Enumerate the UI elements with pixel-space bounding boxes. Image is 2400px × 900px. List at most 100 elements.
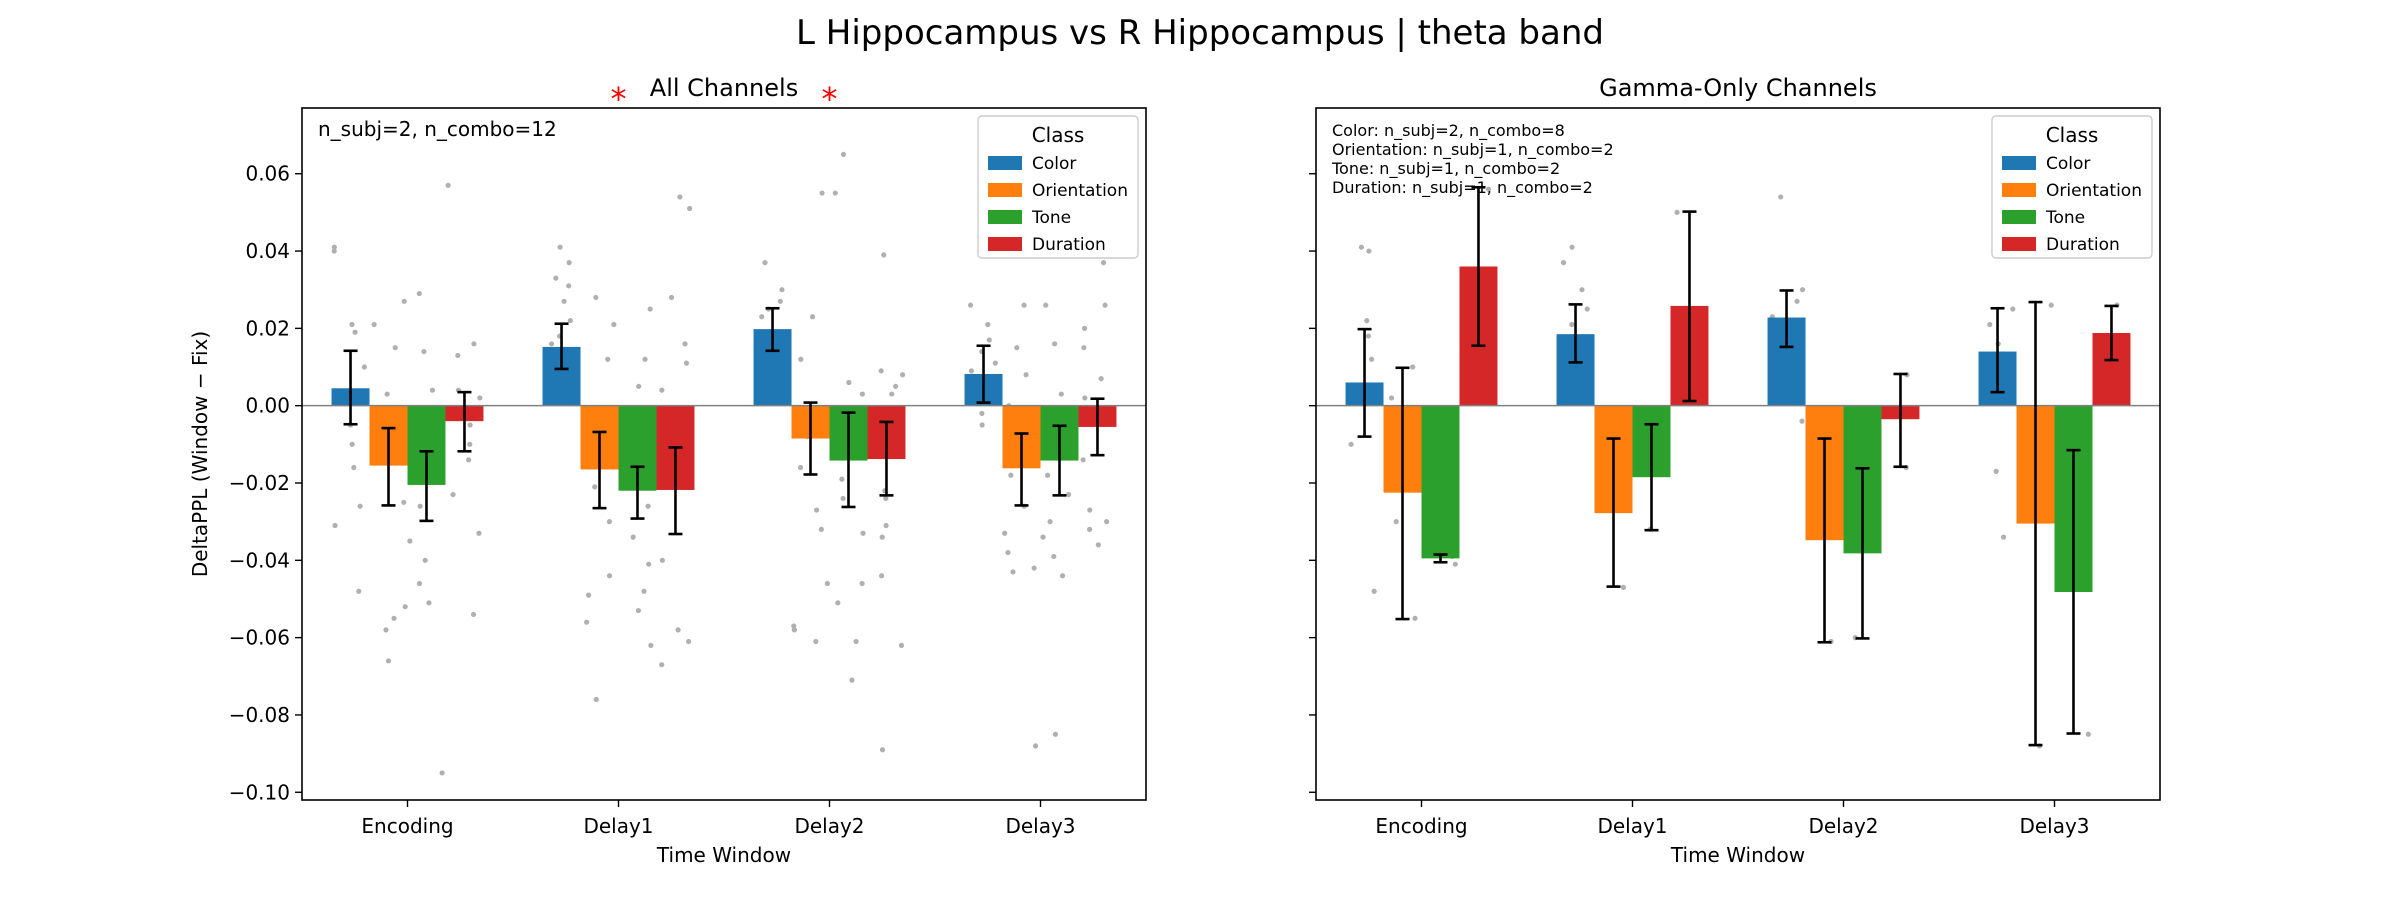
data-point xyxy=(422,557,428,563)
legend-swatch-color xyxy=(2002,156,2036,170)
error-bar-orientation-delay3 xyxy=(2028,300,2043,747)
x-tick-label-delay2: Delay2 xyxy=(794,814,864,838)
data-point xyxy=(385,658,392,664)
data-point xyxy=(899,372,906,378)
data-point xyxy=(401,298,407,304)
legend-swatch-orientation xyxy=(2002,183,2036,197)
data-point xyxy=(636,383,642,389)
data-point xyxy=(1584,306,1590,312)
data-point xyxy=(759,314,765,320)
data-point xyxy=(2085,731,2091,737)
data-point xyxy=(979,410,985,417)
data-point xyxy=(1620,584,1626,590)
data-point xyxy=(1080,457,1086,463)
data-point xyxy=(659,662,665,668)
data-point xyxy=(592,484,598,490)
data-point xyxy=(416,580,423,587)
annotation-text: Duration: n_subj=1, n_combo=2 xyxy=(1332,178,1593,198)
data-point xyxy=(1081,345,1087,351)
data-point xyxy=(1031,565,1037,571)
legend-title: Class xyxy=(1032,123,1085,147)
data-point xyxy=(351,464,357,471)
data-point xyxy=(1366,248,1372,254)
data-point xyxy=(402,604,408,610)
chart-gamma-only-channels: Encoding Delay1 Delay2 Delay3 Time Window Gam… xyxy=(1309,74,2161,867)
data-point xyxy=(611,321,617,328)
data-point xyxy=(384,391,390,397)
x-tick-label-delay2: Delay2 xyxy=(1808,814,1878,838)
y-tick-label: −0.10 xyxy=(229,780,290,804)
y-tick-label: −0.02 xyxy=(229,471,290,495)
annotation-text: Orientation: n_subj=1, n_combo=2 xyxy=(1332,140,1614,160)
data-point xyxy=(1043,302,1049,308)
error-bar-duration-encoding xyxy=(1471,185,1486,348)
data-point xyxy=(477,395,483,401)
legend-swatch-tone xyxy=(2002,210,2036,224)
data-point xyxy=(361,364,367,370)
data-point xyxy=(557,244,563,250)
data-point xyxy=(1358,244,1365,250)
data-point xyxy=(1579,287,1585,293)
data-point xyxy=(849,677,855,683)
data-point xyxy=(401,499,407,505)
error-bar-orientation-delay3 xyxy=(1014,432,1029,507)
data-point xyxy=(883,522,889,529)
data-point xyxy=(1059,573,1066,579)
data-point xyxy=(1369,356,1375,362)
data-point xyxy=(791,623,797,629)
legend-label-tone: Tone xyxy=(1031,208,1071,228)
data-point xyxy=(1098,376,1104,382)
error-bar-duration-delay2 xyxy=(879,420,894,497)
data-point xyxy=(606,573,613,579)
data-point xyxy=(779,287,785,293)
data-point xyxy=(1674,209,1680,215)
data-point xyxy=(659,557,665,563)
data-point xyxy=(1051,553,1057,560)
data-point xyxy=(466,457,472,463)
error-bar-duration-encoding xyxy=(457,390,472,453)
data-point xyxy=(881,252,887,258)
error-bar-tone-delay2 xyxy=(841,411,856,509)
data-point xyxy=(813,638,819,645)
error-bar-orientation-encoding xyxy=(1395,366,1410,621)
data-point xyxy=(371,321,377,328)
significance-marker: * xyxy=(822,80,838,118)
data-point xyxy=(1393,519,1399,525)
y-tick-label: 0.06 xyxy=(245,162,290,186)
error-bar-color-delay2 xyxy=(765,306,780,353)
data-point xyxy=(1044,472,1051,478)
data-point xyxy=(1005,549,1011,556)
data-point xyxy=(383,627,389,633)
data-point xyxy=(1014,345,1020,351)
data-point xyxy=(1365,333,1371,339)
data-point xyxy=(967,302,974,308)
data-point xyxy=(445,182,451,188)
data-point xyxy=(840,495,846,502)
data-point xyxy=(648,642,654,648)
data-point xyxy=(1032,743,1039,749)
data-point xyxy=(585,592,592,598)
data-point xyxy=(1100,260,1107,266)
data-point xyxy=(992,360,998,366)
data-point xyxy=(349,441,355,447)
data-point xyxy=(1410,364,1416,370)
chart-all-channels: −0.10 −0.08 −0.06 −0.04 −0.02 0.00 0.02 0.04 0.0… xyxy=(188,74,1147,867)
legend-swatch-tone xyxy=(988,210,1022,224)
data-point xyxy=(668,294,675,301)
data-point xyxy=(659,387,665,393)
data-point xyxy=(1412,615,1418,621)
error-bar-duration-delay1 xyxy=(668,446,683,536)
data-point xyxy=(683,360,690,366)
data-point xyxy=(860,530,866,536)
error-bar-color-delay3 xyxy=(976,344,991,404)
data-point xyxy=(979,422,985,428)
data-point xyxy=(549,341,555,347)
x-axis-label: Time Window xyxy=(1670,843,1805,867)
data-point xyxy=(2048,302,2054,308)
legend-title: Class xyxy=(2046,123,2099,147)
data-point xyxy=(2000,534,2007,540)
data-point xyxy=(352,329,358,335)
error-bar-duration-delay3 xyxy=(2104,304,2119,362)
data-point xyxy=(641,588,647,594)
data-point xyxy=(471,341,477,347)
